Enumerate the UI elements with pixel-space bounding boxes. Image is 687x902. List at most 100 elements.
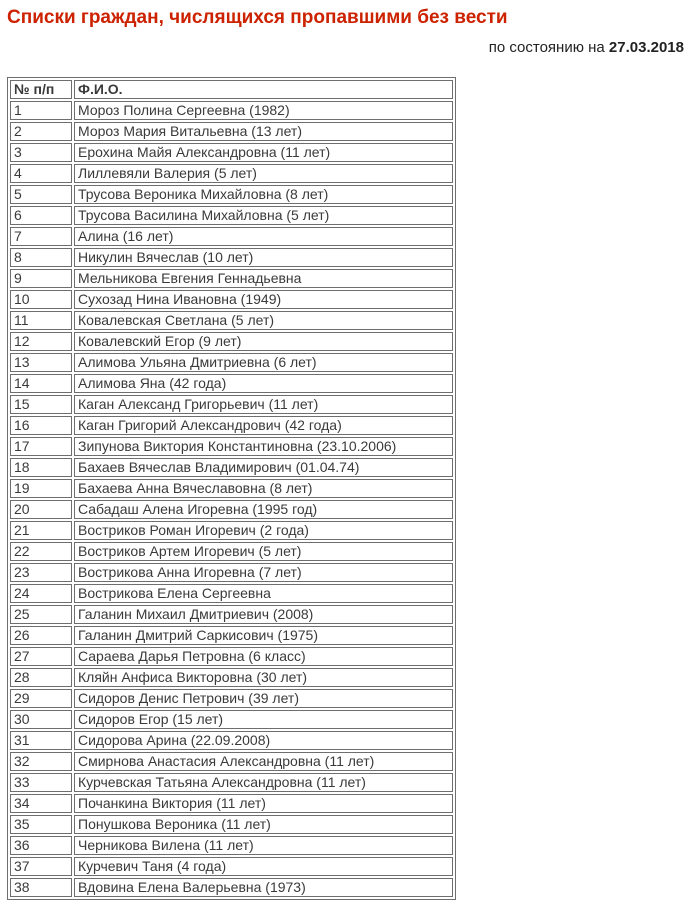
table-row: 30 Сидоров Егор (15 лет) bbox=[10, 710, 453, 729]
row-number: 24 bbox=[10, 584, 72, 603]
person-name: Сидоров Егор (15 лет) bbox=[74, 710, 453, 729]
person-name: Курчевич Таня (4 года) bbox=[74, 857, 453, 876]
person-name: Востриков Роман Игоревич (2 года) bbox=[74, 521, 453, 540]
row-number: 19 bbox=[10, 479, 72, 498]
person-name: Трусова Василина Михайловна (5 лет) bbox=[74, 206, 453, 225]
table-row: 10 Сухозад Нина Ивановна (1949) bbox=[10, 290, 453, 309]
table-row: 36 Черникова Вилена (11 лет) bbox=[10, 836, 453, 855]
table-body: 1 Мороз Полина Сергеевна (1982) 2 Мороз Мар… bbox=[10, 101, 453, 897]
row-number: 23 bbox=[10, 563, 72, 582]
row-number: 13 bbox=[10, 353, 72, 372]
person-name: Каган Александ Григорьевич (11 лет) bbox=[74, 395, 453, 414]
row-number: 29 bbox=[10, 689, 72, 708]
person-name: Мельникова Евгения Геннадьевна bbox=[74, 269, 453, 288]
row-number: 21 bbox=[10, 521, 72, 540]
person-name: Вострикова Елена Сергеевна bbox=[74, 584, 453, 603]
row-number: 15 bbox=[10, 395, 72, 414]
table-row: 34 Почанкина Виктория (11 лет) bbox=[10, 794, 453, 813]
row-number: 35 bbox=[10, 815, 72, 834]
table-row: 20 Сабадаш Алена Игоревна (1995 год) bbox=[10, 500, 453, 519]
table-header: № п/п Ф.И.О. bbox=[10, 80, 453, 99]
person-name: Сараева Дарья Петровна (6 класс) bbox=[74, 647, 453, 666]
table-row: 18 Бахаев Вячеслав Владимирович (01.04.74… bbox=[10, 458, 453, 477]
row-number: 9 bbox=[10, 269, 72, 288]
person-name: Смирнова Анастасия Александровна (11 лет… bbox=[74, 752, 453, 771]
table-row: 28 Кляйн Анфиса Викторовна (30 лет) bbox=[10, 668, 453, 687]
person-name: Лиллевяли Валерия (5 лет) bbox=[74, 164, 453, 183]
person-name: Вострикова Анна Игоревна (7 лет) bbox=[74, 563, 453, 582]
person-name: Алина (16 лет) bbox=[74, 227, 453, 246]
person-name: Трусова Вероника Михайловна (8 лет) bbox=[74, 185, 453, 204]
table-row: 16 Каган Григорий Александрович (42 года) bbox=[10, 416, 453, 435]
table-header-row: № п/п Ф.И.О. bbox=[10, 80, 453, 99]
person-name: Бахаев Вячеслав Владимирович (01.04.74) bbox=[74, 458, 453, 477]
table-row: 35 Понушкова Вероника (11 лет) bbox=[10, 815, 453, 834]
table-row: 4 Лиллевяли Валерия (5 лет) bbox=[10, 164, 453, 183]
table-row: 31 Сидорова Арина (22.09.2008) bbox=[10, 731, 453, 750]
row-number: 20 bbox=[10, 500, 72, 519]
row-number: 38 bbox=[10, 878, 72, 897]
table-row: 15 Каган Александ Григорьевич (11 лет) bbox=[10, 395, 453, 414]
person-name: Никулин Вячеслав (10 лет) bbox=[74, 248, 453, 267]
row-number: 37 bbox=[10, 857, 72, 876]
person-name: Сабадаш Алена Игоревна (1995 год) bbox=[74, 500, 453, 519]
person-name: Ерохина Майя Александровна (11 лет) bbox=[74, 143, 453, 162]
person-name: Сидорова Арина (22.09.2008) bbox=[74, 731, 453, 750]
column-header-number: № п/п bbox=[10, 80, 72, 99]
report-date: по состоянию на 27.03.2018 bbox=[0, 39, 684, 57]
table-row: 3 Ерохина Майя Александровна (11 лет) bbox=[10, 143, 453, 162]
row-number: 17 bbox=[10, 437, 72, 456]
person-name: Мороз Мария Витальевна (13 лет) bbox=[74, 122, 453, 141]
table-row: 29 Сидоров Денис Петрович (39 лет) bbox=[10, 689, 453, 708]
table-row: 8 Никулин Вячеслав (10 лет) bbox=[10, 248, 453, 267]
row-number: 27 bbox=[10, 647, 72, 666]
person-name: Понушкова Вероника (11 лет) bbox=[74, 815, 453, 834]
table-row: 22 Востриков Артем Игоревич (5 лет) bbox=[10, 542, 453, 561]
row-number: 34 bbox=[10, 794, 72, 813]
table-row: 25 Галанин Михаил Дмитриевич (2008) bbox=[10, 605, 453, 624]
person-name: Черникова Вилена (11 лет) bbox=[74, 836, 453, 855]
row-number: 11 bbox=[10, 311, 72, 330]
person-name: Сидоров Денис Петрович (39 лет) bbox=[74, 689, 453, 708]
person-name: Каган Григорий Александрович (42 года) bbox=[74, 416, 453, 435]
person-name: Сухозад Нина Ивановна (1949) bbox=[74, 290, 453, 309]
person-name: Ковалевская Светлана (5 лет) bbox=[74, 311, 453, 330]
person-name: Галанин Дмитрий Саркисович (1975) bbox=[74, 626, 453, 645]
row-number: 30 bbox=[10, 710, 72, 729]
person-name: Востриков Артем Игоревич (5 лет) bbox=[74, 542, 453, 561]
row-number: 22 bbox=[10, 542, 72, 561]
missing-persons-table: № п/п Ф.И.О. 1 Мороз Полина Сергеевна (19… bbox=[7, 77, 456, 900]
person-name: Вдовина Елена Валерьевна (1973) bbox=[74, 878, 453, 897]
table-row: 26 Галанин Дмитрий Саркисович (1975) bbox=[10, 626, 453, 645]
page-title: Списки граждан, числящихся пропавшими бе… bbox=[7, 7, 508, 28]
row-number: 26 bbox=[10, 626, 72, 645]
row-number: 5 bbox=[10, 185, 72, 204]
person-name: Зипунова Виктория Константиновна (23.10.… bbox=[74, 437, 453, 456]
row-number: 12 bbox=[10, 332, 72, 351]
row-number: 32 bbox=[10, 752, 72, 771]
row-number: 14 bbox=[10, 374, 72, 393]
table-row: 5 Трусова Вероника Михайловна (8 лет) bbox=[10, 185, 453, 204]
table-row: 11 Ковалевская Светлана (5 лет) bbox=[10, 311, 453, 330]
table-row: 21 Востриков Роман Игоревич (2 года) bbox=[10, 521, 453, 540]
table-row: 9 Мельникова Евгения Геннадьевна bbox=[10, 269, 453, 288]
person-name: Галанин Михаил Дмитриевич (2008) bbox=[74, 605, 453, 624]
person-name: Мороз Полина Сергеевна (1982) bbox=[74, 101, 453, 120]
row-number: 16 bbox=[10, 416, 72, 435]
row-number: 6 bbox=[10, 206, 72, 225]
person-name: Почанкина Виктория (11 лет) bbox=[74, 794, 453, 813]
table-row: 1 Мороз Полина Сергеевна (1982) bbox=[10, 101, 453, 120]
table-row: 7 Алина (16 лет) bbox=[10, 227, 453, 246]
row-number: 7 bbox=[10, 227, 72, 246]
table-row: 17 Зипунова Виктория Константиновна (23.1… bbox=[10, 437, 453, 456]
row-number: 25 bbox=[10, 605, 72, 624]
report-date-prefix: по состоянию на bbox=[488, 39, 609, 56]
table-row: 33 Курчевская Татьяна Александровна (11 л… bbox=[10, 773, 453, 792]
table-row: 13 Алимова Ульяна Дмитриевна (6 лет) bbox=[10, 353, 453, 372]
table-row: 19 Бахаева Анна Вячеславовна (8 лет) bbox=[10, 479, 453, 498]
table-row: 6 Трусова Василина Михайловна (5 лет) bbox=[10, 206, 453, 225]
row-number: 36 bbox=[10, 836, 72, 855]
row-number: 3 bbox=[10, 143, 72, 162]
table-row: 14 Алимова Яна (42 года) bbox=[10, 374, 453, 393]
table-row: 38 Вдовина Елена Валерьевна (1973) bbox=[10, 878, 453, 897]
